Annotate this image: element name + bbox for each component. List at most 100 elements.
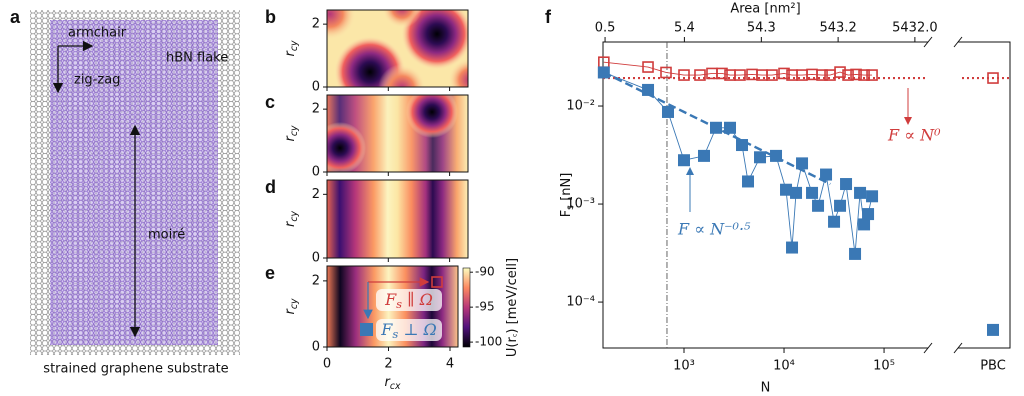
heatmap-field	[327, 180, 468, 258]
marker	[709, 121, 722, 134]
marker	[796, 69, 808, 81]
marker	[766, 69, 778, 81]
marker	[987, 323, 999, 336]
y-axis-label: rcy	[283, 211, 300, 227]
marker	[770, 149, 783, 162]
x-axis-label: rcx	[384, 375, 400, 392]
heatmap-spot	[327, 10, 356, 40]
colorbar-tick-label: -95	[475, 300, 495, 314]
x-tick-label: 10⁴	[773, 359, 795, 374]
legend-marker	[431, 276, 443, 288]
marker	[780, 183, 793, 196]
y-axis-label-part: cy	[288, 298, 299, 309]
marker	[862, 208, 875, 221]
x2-axis-label: Area [nm²]	[730, 2, 800, 17]
y-axis-label-part: cy	[288, 211, 299, 222]
legend-marker	[360, 323, 373, 336]
marker	[598, 56, 610, 68]
marker	[786, 241, 799, 254]
y-axis-label-part: cy	[288, 40, 299, 51]
y-axis-label: rcy	[283, 298, 300, 314]
annotation: F ∝ N⁰	[887, 126, 941, 145]
panel-label: e	[265, 263, 275, 283]
spine	[958, 41, 1011, 349]
heatmap-spot	[327, 122, 366, 172]
axis-break	[953, 342, 963, 354]
x-tick-label: 2	[384, 357, 392, 372]
axis-break	[923, 342, 933, 354]
marker	[786, 69, 798, 81]
marker	[842, 69, 854, 81]
frame	[326, 179, 469, 259]
marker	[834, 66, 846, 78]
axis-break	[953, 36, 963, 48]
y-axis-label: rcy	[283, 40, 300, 56]
colorbar-label: U(rc) [meV/cell]	[505, 258, 520, 357]
y-tick-label: 10⁻²	[566, 99, 595, 114]
heatmap	[327, 10, 468, 87]
panel-label: d	[265, 177, 276, 197]
marker	[642, 61, 654, 73]
heatmap-spot	[401, 10, 468, 70]
marker	[816, 69, 828, 81]
y-axis-label-part: r	[283, 135, 298, 142]
frame	[326, 9, 469, 88]
x2-tick-label: 0.5	[595, 21, 616, 36]
marker	[661, 105, 674, 118]
heatmap-spot	[406, 95, 458, 138]
marker	[660, 66, 672, 79]
legend-box	[376, 289, 442, 311]
y-axis-label-part: cy	[288, 125, 299, 136]
marker	[736, 139, 749, 152]
marker	[677, 154, 690, 167]
armchair-label: armchair	[68, 26, 127, 41]
marker	[840, 178, 853, 191]
legend-entry-part: s	[392, 327, 398, 341]
frame	[326, 265, 459, 348]
heatmap-spot	[378, 64, 426, 87]
marker	[866, 69, 878, 81]
marker	[824, 69, 836, 81]
y-tick-label: 2	[312, 17, 320, 32]
legend-entry: Fs ⊥ Ω	[380, 320, 437, 341]
x2-tick-label: 543.2	[820, 21, 857, 36]
marker	[734, 69, 746, 81]
x2-tick-label: 54.3	[747, 21, 776, 36]
zigzag-label: zig-zag	[74, 73, 120, 88]
y-axis-label-part: s	[564, 205, 575, 210]
colorbar-label-part: U(r	[505, 336, 520, 357]
annotation: F ∝ N⁻⁰·⁵	[677, 220, 751, 239]
marker	[724, 69, 736, 81]
marker	[678, 69, 690, 81]
heatmap	[327, 95, 468, 172]
marker	[706, 67, 718, 80]
caption: strained graphene substrate	[43, 362, 228, 377]
x-axis-label-part: r	[384, 375, 391, 390]
colorbar-label-part: c	[511, 333, 519, 337]
marker	[642, 83, 655, 96]
y-tick-label: 0	[312, 165, 320, 180]
marker	[828, 215, 841, 228]
marker	[866, 190, 879, 203]
colorbar-tick-label: -90	[475, 265, 495, 279]
marker	[858, 69, 870, 81]
y-axis-label: rcy	[283, 125, 300, 141]
legend-entry-part: ∥ Ω	[402, 290, 433, 309]
x-tick-label: 4	[446, 357, 454, 372]
panel-label: b	[265, 7, 276, 27]
marker	[987, 72, 999, 84]
marker	[849, 247, 862, 260]
marker	[597, 66, 610, 79]
marker	[812, 199, 825, 212]
marker	[806, 186, 819, 199]
y-axis-label: Fs [nN]	[559, 173, 576, 218]
colorbar-label-part: ) [meV/cell]	[505, 258, 520, 334]
x2-tick-label: 5.4	[674, 21, 695, 36]
y-tick-label: 10⁻³	[566, 197, 595, 212]
marker	[754, 151, 767, 164]
legend-entry: Fs ∥ Ω	[384, 290, 433, 311]
legend-box	[376, 319, 442, 341]
spine	[602, 41, 928, 349]
flake-label: hBN flake	[166, 51, 228, 66]
x-tick-label: 10⁵	[873, 359, 895, 374]
